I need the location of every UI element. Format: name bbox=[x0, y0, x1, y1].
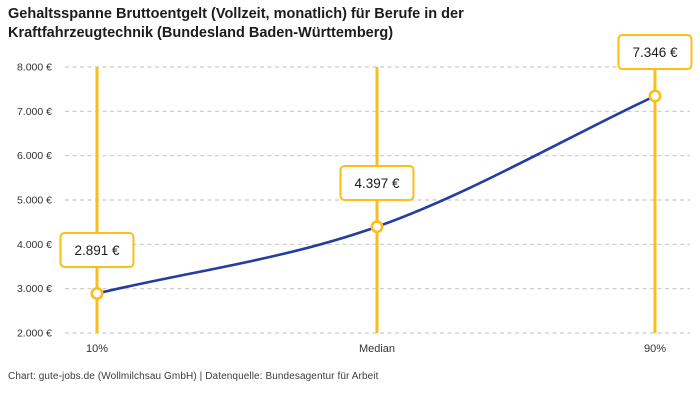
x-tick-label: 90% bbox=[644, 343, 666, 355]
data-point-marker bbox=[648, 89, 662, 103]
value-label-badge: 4.397 € bbox=[339, 164, 415, 201]
chart-title: Gehaltsspanne Bruttoentgelt (Vollzeit, m… bbox=[8, 6, 464, 41]
y-tick-label: 5.000 € bbox=[17, 195, 52, 207]
y-tick-label: 2.000 € bbox=[17, 328, 52, 340]
value-label-badge: 7.346 € bbox=[617, 34, 693, 70]
data-point-marker bbox=[90, 286, 104, 300]
y-tick-label: 6.000 € bbox=[17, 150, 52, 162]
data-point-marker bbox=[370, 220, 384, 234]
y-tick-label: 3.000 € bbox=[17, 283, 52, 295]
x-tick-label: 10% bbox=[86, 343, 108, 355]
value-label-badge: 2.891 € bbox=[59, 231, 135, 268]
y-tick-label: 7.000 € bbox=[17, 106, 52, 118]
chart-credit: Chart: gute-jobs.de (Wollmilchsau GmbH) … bbox=[8, 371, 379, 382]
y-tick-label: 8.000 € bbox=[17, 62, 52, 74]
y-tick-label: 4.000 € bbox=[17, 239, 52, 251]
x-tick-label: Median bbox=[359, 343, 395, 355]
